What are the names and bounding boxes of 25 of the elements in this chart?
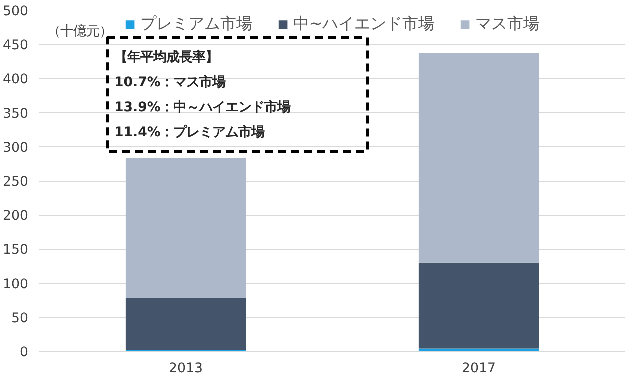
y-tick-label: 150 bbox=[3, 243, 29, 258]
bar bbox=[126, 158, 246, 298]
y-tick-label: 450 bbox=[3, 38, 29, 54]
bar bbox=[126, 298, 246, 350]
y-tick-label: 100 bbox=[3, 277, 29, 292]
y-tick-label: 500 bbox=[3, 4, 29, 20]
bar bbox=[418, 53, 540, 263]
y-tick-label: 300 bbox=[3, 140, 29, 156]
y-axis-title: （十億元） bbox=[48, 24, 112, 40]
y-tick-label: 0 bbox=[20, 346, 29, 360]
y-tick-label: 200 bbox=[3, 209, 29, 224]
y-tick-label: 400 bbox=[3, 72, 29, 88]
annotation: 11.4%：プレミアム市場 bbox=[114, 124, 265, 140]
y-tick-label: 350 bbox=[3, 106, 29, 122]
annotation: 【年平均成長率】 bbox=[114, 50, 218, 66]
x-tick-label: 2013 bbox=[169, 362, 203, 376]
x-tick-label: 2017 bbox=[462, 362, 496, 376]
annotation: 13.9%：中～ハイエンド市場 bbox=[114, 100, 291, 116]
bar bbox=[418, 262, 540, 349]
y-tick-label: 250 bbox=[3, 175, 29, 190]
legend-label: 中~ハイエンド市場 bbox=[293, 14, 435, 35]
legend-label: マス市場 bbox=[476, 14, 540, 35]
legend-label: プレミアム市場 bbox=[140, 14, 252, 35]
y-tick-label: 50 bbox=[12, 311, 29, 326]
annotation: 10.7%：マス市場 bbox=[114, 74, 226, 90]
